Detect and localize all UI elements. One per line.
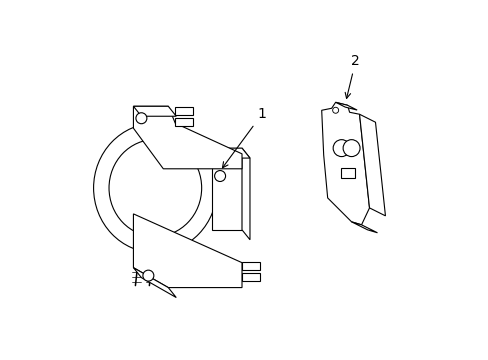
Polygon shape [242,262,260,270]
Polygon shape [133,106,242,169]
Polygon shape [175,118,193,126]
Circle shape [136,113,146,124]
Polygon shape [242,273,260,280]
Circle shape [332,107,338,113]
Circle shape [343,140,359,157]
Circle shape [332,140,349,157]
Circle shape [142,270,154,281]
Polygon shape [212,148,242,230]
Polygon shape [133,106,176,116]
Polygon shape [359,114,385,216]
Circle shape [214,171,225,181]
Polygon shape [351,222,377,233]
Text: 2: 2 [345,54,359,98]
Ellipse shape [109,139,201,237]
Ellipse shape [93,123,217,253]
Polygon shape [242,148,249,240]
Text: 1: 1 [222,107,266,168]
Polygon shape [212,148,249,158]
Polygon shape [175,107,193,115]
Polygon shape [335,102,356,110]
Polygon shape [133,214,242,288]
Polygon shape [340,168,354,178]
Polygon shape [133,268,176,298]
Polygon shape [321,102,369,225]
